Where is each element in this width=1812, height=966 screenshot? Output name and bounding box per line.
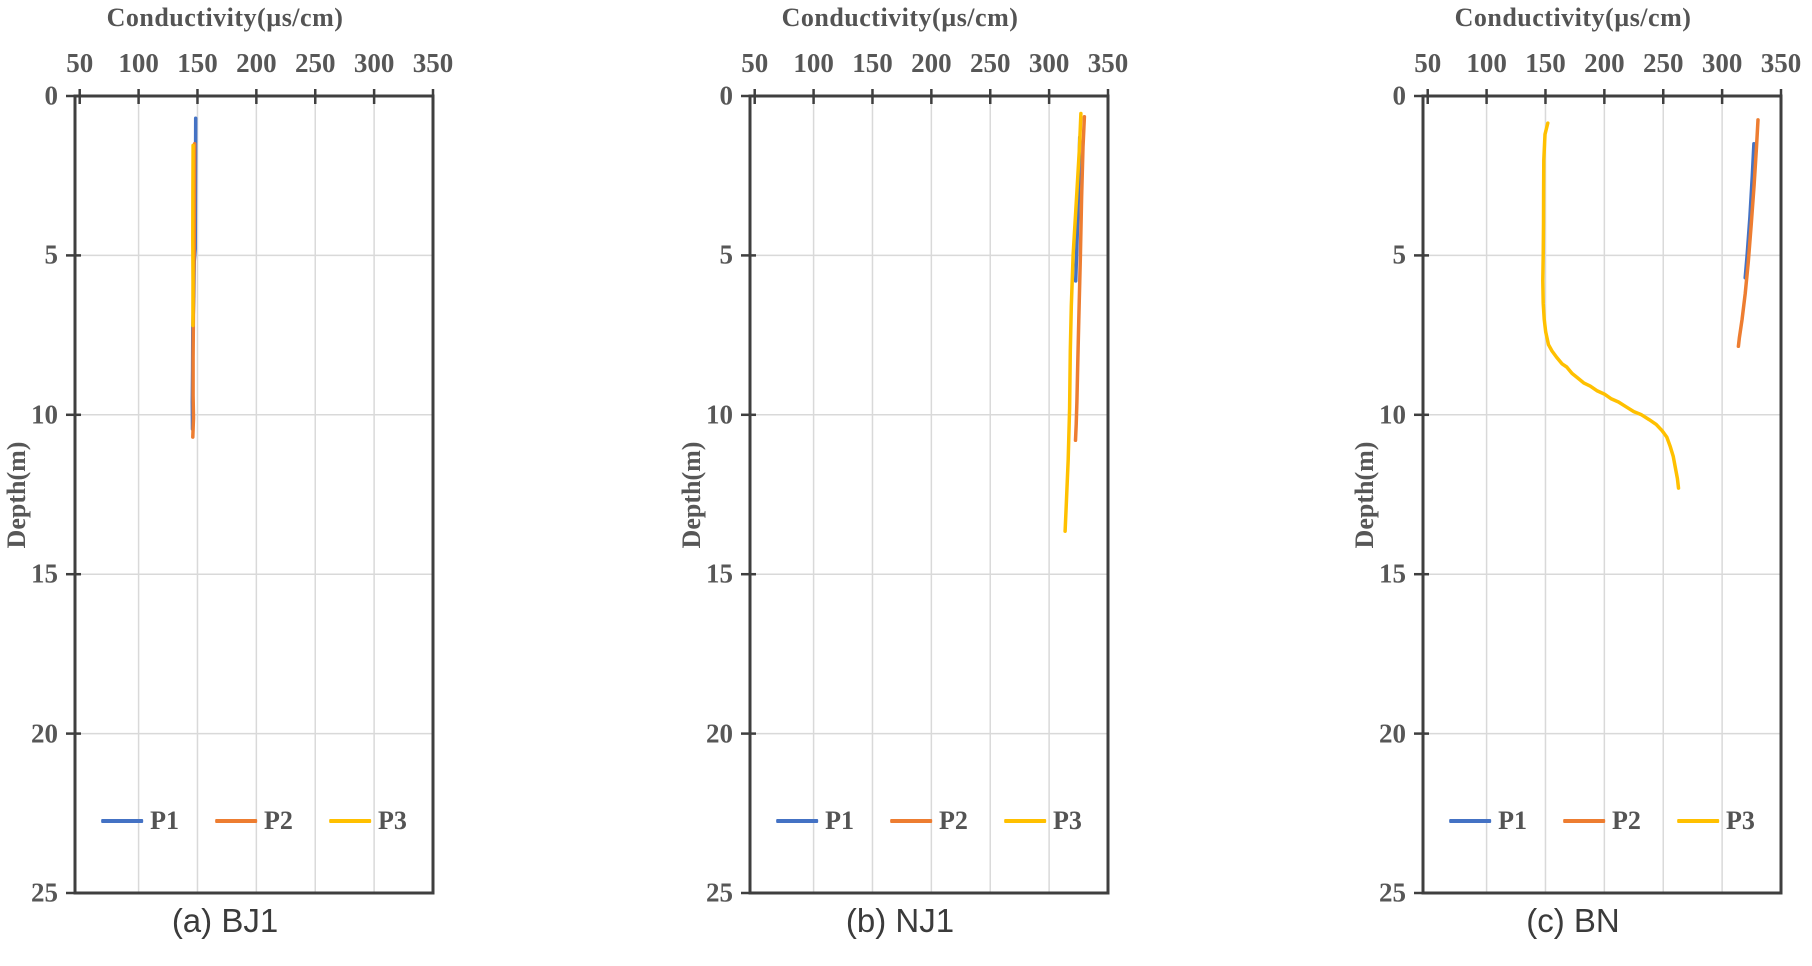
y-tick-label: 25 — [1379, 877, 1406, 908]
x-tick-label: 350 — [1760, 48, 1802, 78]
legend-label-p3: P3 — [1052, 806, 1082, 836]
x-tick-label: 100 — [1466, 48, 1507, 78]
legend: P1 P2 P3 — [776, 806, 1082, 836]
chart-title: Conductivity(µs/cm) — [106, 3, 344, 32]
legend-swatch-p2 — [1563, 819, 1606, 824]
x-tick-label: 100 — [118, 48, 159, 78]
chart-title: Conductivity(µs/cm) — [781, 3, 1019, 32]
legend-label-p1: P1 — [825, 806, 855, 836]
y-tick-label: 10 — [706, 399, 733, 430]
x-tick-label: 200 — [1584, 48, 1625, 78]
legend-item-p1: P1 — [776, 806, 854, 836]
chart-panel-bj1: Conductivity(µs/cm) Depth(m) (a) BJ1 50 1… — [0, 0, 453, 966]
y-axis-label: Depth(m) — [677, 441, 706, 549]
plot-canvas — [1414, 89, 1783, 895]
x-tick-label: 50 — [66, 48, 94, 78]
plot-border — [1421, 94, 1783, 895]
x-tick-label: 350 — [412, 48, 454, 78]
y-tick-label: 20 — [1379, 718, 1406, 749]
x-tick-label: 100 — [793, 48, 834, 78]
y-tick-label: 15 — [1379, 558, 1406, 589]
y-tick-label: 5 — [1392, 239, 1407, 270]
legend-label-p3: P3 — [1725, 806, 1755, 836]
plot-border — [73, 94, 435, 895]
x-tick-label: 300 — [353, 48, 395, 78]
plot-border — [748, 94, 1110, 895]
x-tick-label: 350 — [1087, 48, 1129, 78]
x-tick-label: 50 — [741, 48, 769, 78]
legend-item-p3: P3 — [328, 806, 407, 836]
chart-panel-nj1: Conductivity(µs/cm) Depth(m) (b) NJ1 50 1… — [675, 0, 1128, 966]
chart-caption: (b) NJ1 — [845, 902, 955, 939]
y-tick-label: 25 — [31, 877, 58, 908]
legend-label-p2: P2 — [264, 806, 293, 836]
legend-label-p3: P3 — [377, 806, 407, 836]
legend-swatch-p1 — [101, 819, 144, 824]
legend-item-p3: P3 — [1676, 806, 1755, 836]
x-tick-label: 250 — [1642, 48, 1684, 78]
plot-canvas — [741, 89, 1110, 895]
chart-title: Conductivity(µs/cm) — [1454, 3, 1692, 32]
x-tick-label: 150 — [177, 48, 218, 78]
y-tick-label: 20 — [706, 718, 733, 749]
x-tick-label: 300 — [1028, 48, 1070, 78]
x-tick-label: 250 — [294, 48, 336, 78]
chart-panel-bn: Conductivity(µs/cm) Depth(m) (c) BN 50 10… — [1348, 0, 1801, 966]
y-axis-label: Depth(m) — [2, 441, 31, 549]
legend-item-p1: P1 — [101, 806, 179, 836]
y-axis-label: Depth(m) — [1350, 441, 1379, 549]
y-tick-label: 15 — [706, 558, 733, 589]
legend-swatch-p3 — [1003, 819, 1046, 824]
y-tick-label: 15 — [31, 558, 58, 589]
series-line-p3 — [1541, 121, 1681, 490]
legend-label-p1: P1 — [1498, 806, 1528, 836]
y-tick-label: 5 — [44, 239, 59, 270]
legend-item-p1: P1 — [1449, 806, 1527, 836]
legend-swatch-p3 — [328, 819, 371, 824]
legend-item-p2: P2 — [890, 806, 968, 836]
x-tick-label: 200 — [911, 48, 952, 78]
y-tick-label: 20 — [31, 718, 58, 749]
legend-swatch-p1 — [1449, 819, 1492, 824]
y-tick-label: 10 — [1379, 399, 1406, 430]
y-tick-label: 5 — [719, 239, 734, 270]
y-tick-label: 0 — [719, 80, 734, 111]
series-line-p2 — [1736, 118, 1760, 349]
legend-label-p1: P1 — [150, 806, 180, 836]
x-tick-label: 150 — [852, 48, 893, 78]
y-tick-label: 25 — [706, 877, 733, 908]
legend-swatch-p3 — [1676, 819, 1719, 824]
chart-caption: (a) BJ1 — [171, 902, 279, 939]
legend-item-p2: P2 — [1563, 806, 1641, 836]
legend: P1 P2 P3 — [1449, 806, 1755, 836]
chart-caption: (c) BN — [1526, 902, 1620, 939]
x-tick-label: 150 — [1525, 48, 1566, 78]
legend-item-p2: P2 — [215, 806, 293, 836]
legend-label-p2: P2 — [939, 806, 968, 836]
y-tick-label: 10 — [31, 399, 58, 430]
legend-swatch-p1 — [776, 819, 819, 824]
legend-swatch-p2 — [890, 819, 933, 824]
x-tick-label: 250 — [969, 48, 1011, 78]
x-tick-label: 300 — [1701, 48, 1743, 78]
x-tick-label: 200 — [236, 48, 277, 78]
x-tick-label: 50 — [1414, 48, 1442, 78]
legend: P1 P2 P3 — [101, 806, 407, 836]
plot-canvas — [66, 89, 435, 895]
series-line-p2 — [1073, 114, 1087, 443]
y-tick-label: 0 — [1392, 80, 1407, 111]
legend-label-p2: P2 — [1612, 806, 1641, 836]
y-tick-label: 0 — [44, 80, 59, 111]
legend-swatch-p2 — [215, 819, 258, 824]
legend-item-p3: P3 — [1003, 806, 1082, 836]
series-line-p3 — [1063, 111, 1083, 533]
